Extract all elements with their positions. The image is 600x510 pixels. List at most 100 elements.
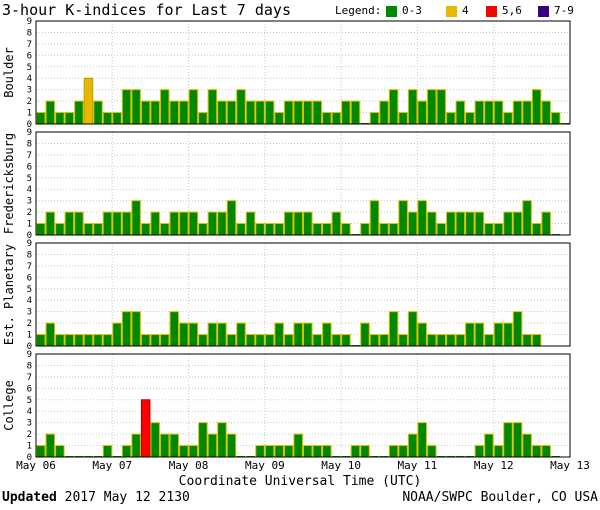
bar-college	[407, 433, 418, 458]
bar-fredericksburg	[264, 223, 275, 236]
x-tick-label: May 11	[398, 459, 438, 472]
bar-fredericksburg	[465, 211, 475, 236]
bar-boulder	[264, 100, 275, 125]
bar-fredericksburg	[455, 211, 466, 236]
bar-college	[169, 433, 180, 458]
y-tick-label: 1	[27, 442, 32, 452]
bar-fredericksburg	[198, 223, 208, 236]
bar-boulder	[131, 89, 141, 125]
y-tick-label: 8	[27, 139, 32, 149]
bar-fredericksburg	[83, 223, 94, 236]
y-tick-label: 0	[27, 231, 32, 241]
bar-est-planetary	[45, 322, 56, 347]
y-tick-label: 1	[27, 331, 32, 341]
bar-fredericksburg	[407, 211, 418, 236]
bar-est-planetary	[150, 334, 160, 347]
bar-est-planetary	[64, 334, 75, 347]
bar-est-planetary	[484, 334, 494, 347]
bar-boulder	[188, 89, 199, 125]
bar-est-planetary	[446, 334, 456, 347]
bar-fredericksburg	[226, 200, 237, 236]
bar-boulder	[331, 112, 342, 125]
bar-boulder	[417, 100, 427, 125]
bar-fredericksburg	[369, 200, 380, 236]
bar-boulder	[474, 100, 485, 125]
y-tick-label: 9	[27, 350, 32, 360]
y-tick-label: 2	[27, 430, 32, 440]
bar-fredericksburg	[541, 211, 551, 236]
bar-boulder	[150, 100, 160, 125]
legend-swatch-4	[446, 6, 457, 17]
bar-est-planetary	[236, 322, 246, 347]
x-tick-label: May 10	[321, 459, 361, 472]
bar-est-planetary	[83, 334, 94, 347]
bar-est-planetary	[360, 322, 370, 347]
y-tick-label: 0	[27, 453, 32, 463]
bar-fredericksburg	[102, 211, 113, 236]
bar-fredericksburg	[217, 211, 227, 236]
bar-fredericksburg	[493, 223, 504, 236]
y-tick-label: 2	[27, 319, 32, 329]
bar-college	[360, 445, 370, 458]
bar-college	[264, 445, 275, 458]
y-tick-label: 8	[27, 250, 32, 260]
x-tick-label: May 07	[92, 459, 132, 472]
y-tick-label: 5	[27, 396, 32, 406]
bar-fredericksburg	[64, 211, 75, 236]
panel-label-college: College	[2, 380, 16, 431]
bar-college	[217, 422, 227, 458]
bar-est-planetary	[74, 334, 84, 347]
y-tick-label: 3	[27, 86, 32, 96]
bar-boulder	[312, 100, 323, 125]
y-tick-label: 4	[27, 407, 32, 417]
bar-boulder	[140, 100, 151, 125]
chart-title: 3-hour K-indices for Last 7 days	[2, 1, 291, 19]
legend-swatch-7-9	[538, 6, 549, 17]
bar-boulder	[531, 89, 542, 125]
bar-fredericksburg	[245, 211, 256, 236]
bar-est-planetary	[55, 334, 65, 347]
panel-frame-fredericksburg	[35, 131, 571, 236]
y-tick-label: 0	[27, 120, 32, 130]
bar-boulder	[236, 89, 246, 125]
bar-boulder	[198, 112, 208, 125]
bar-boulder	[484, 100, 494, 125]
bar-fredericksburg	[112, 211, 122, 236]
bar-fredericksburg	[379, 223, 389, 236]
legend-item-7-9: 7-9	[554, 4, 574, 17]
bar-boulder	[245, 100, 256, 125]
bar-est-planetary	[417, 322, 427, 347]
bar-college	[159, 433, 170, 458]
legend-item-0-3: 0-3	[402, 4, 422, 17]
bar-fredericksburg	[140, 223, 151, 236]
y-tick-label: 2	[27, 208, 32, 218]
bar-boulder	[322, 112, 332, 125]
bar-fredericksburg	[159, 223, 170, 236]
bar-college	[255, 445, 265, 458]
bar-fredericksburg	[45, 211, 56, 236]
y-tick-label: 3	[27, 419, 32, 429]
bar-est-planetary	[217, 322, 227, 347]
bar-fredericksburg	[426, 211, 437, 236]
y-tick-label: 9	[27, 239, 32, 249]
y-tick-label: 6	[27, 384, 32, 394]
bar-fredericksburg	[474, 211, 485, 236]
bar-college	[417, 422, 427, 458]
bar-fredericksburg	[512, 211, 523, 236]
bar-boulder	[503, 112, 513, 125]
bar-fredericksburg	[331, 211, 342, 236]
legend-swatch-0-3	[386, 6, 397, 17]
bar-college	[36, 445, 46, 458]
legend-swatch-5-6	[486, 6, 497, 17]
bar-boulder	[522, 100, 532, 125]
y-tick-label: 0	[27, 342, 32, 352]
bar-boulder	[169, 100, 180, 125]
bar-est-planetary	[207, 322, 218, 347]
bar-boulder	[102, 112, 113, 125]
bar-college	[226, 433, 237, 458]
y-tick-label: 6	[27, 51, 32, 61]
y-tick-label: 6	[27, 162, 32, 172]
bar-est-planetary	[226, 334, 237, 347]
y-tick-label: 4	[27, 296, 32, 306]
bar-fredericksburg	[312, 223, 323, 236]
